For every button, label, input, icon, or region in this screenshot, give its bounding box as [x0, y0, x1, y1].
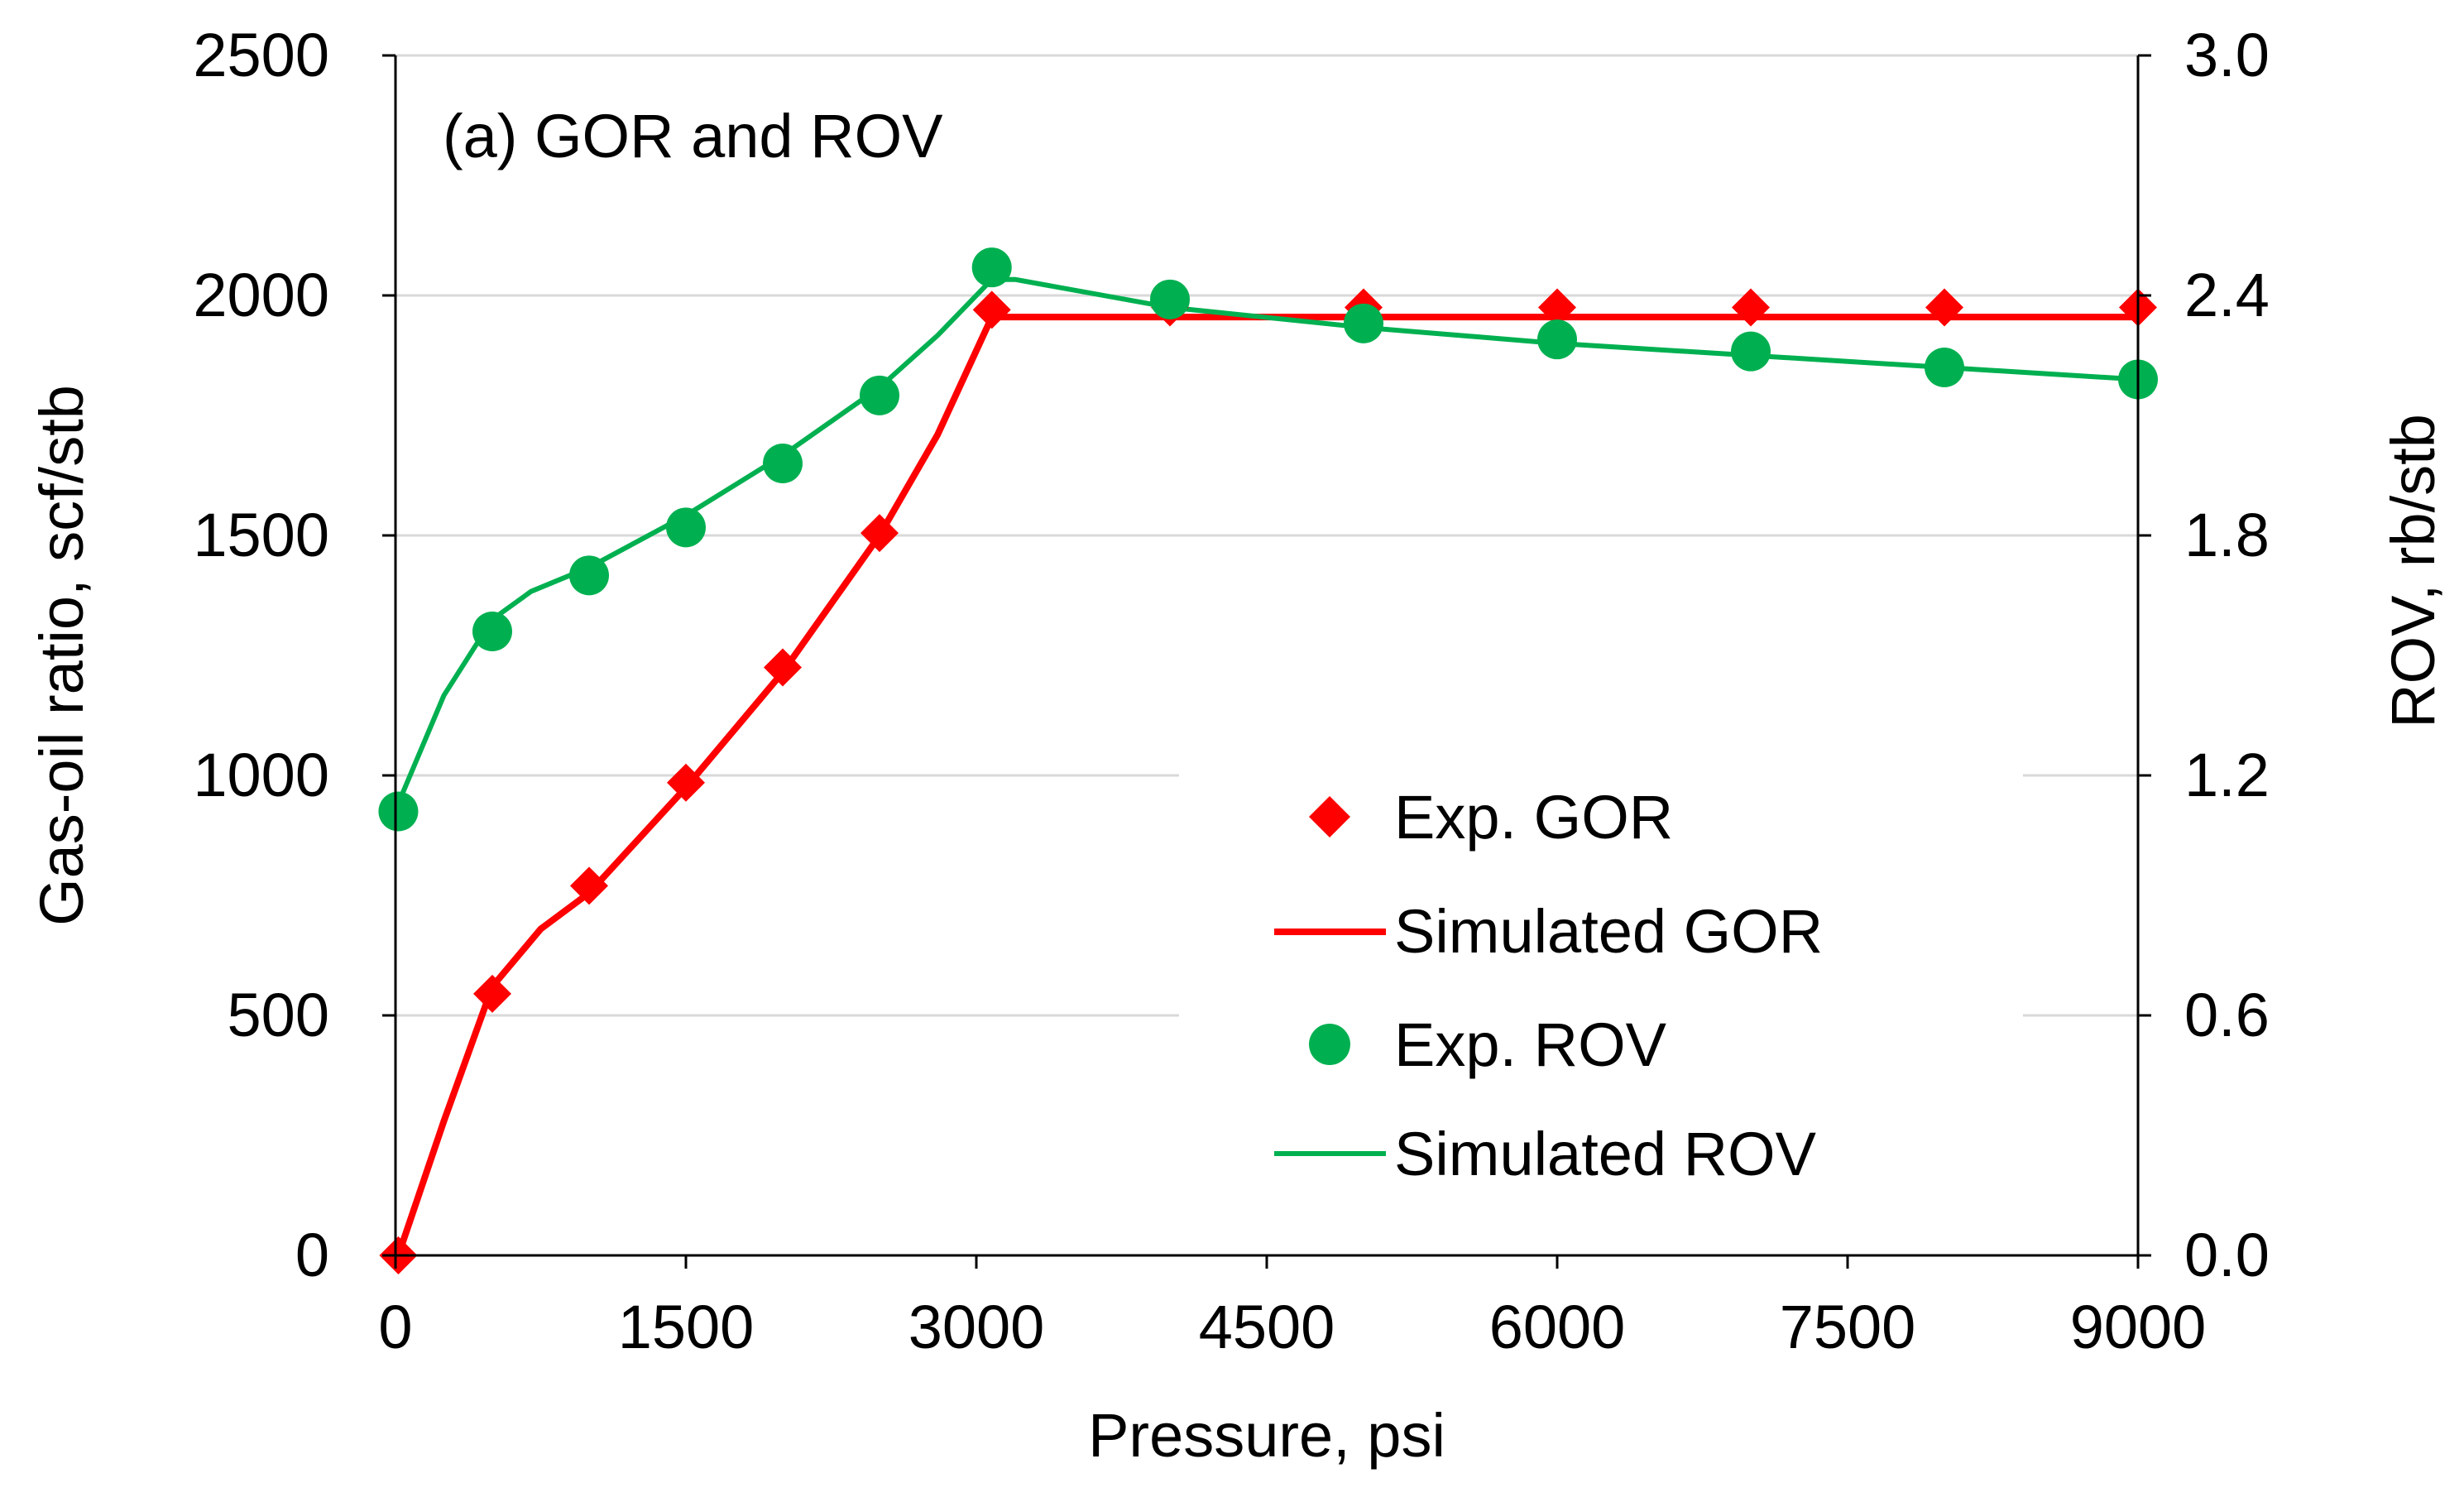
x-tick-label: 3000 [908, 1293, 1045, 1361]
legend-simulated-gor-label: Simulated GOR [1394, 897, 1823, 966]
exp-rov-point [1150, 279, 1190, 319]
legend: Exp. GOR Simulated GOR Exp. ROV Simulate… [1274, 783, 1823, 1188]
exp-gor-point [570, 866, 608, 905]
x-tick-label: 0 [378, 1293, 412, 1361]
exp-rov-point [1925, 348, 1964, 387]
y-tick-label: 2500 [193, 21, 329, 89]
y2-axis-label: ROV, rb/stb [2379, 414, 2447, 728]
y-axis-label: Gas-oil ratio, scf/stb [27, 385, 96, 926]
y2-tick-label: 0.6 [2184, 981, 2270, 1049]
y2-tick-label: 3.0 [2184, 21, 2270, 89]
x-tick-label: 7500 [1780, 1293, 1916, 1361]
legend-simulated-rov-label: Simulated ROV [1394, 1120, 1817, 1188]
legend-exp-rov-label: Exp. ROV [1394, 1010, 1667, 1079]
exp-rov-point [1344, 303, 1383, 343]
legend-exp-gor-label: Exp. GOR [1394, 783, 1673, 852]
exp-gor-point [972, 290, 1011, 329]
y-tick-label: 1000 [193, 741, 329, 809]
exp-rov-point [1731, 331, 1771, 372]
y2-tick-label: 2.4 [2184, 261, 2270, 329]
x-axis-label: Pressure, psi [1088, 1401, 1445, 1470]
series-markers [378, 247, 2158, 1274]
simulated-gor-line [395, 314, 2141, 1259]
y2-tick-label: 1.2 [2184, 741, 2270, 809]
series-lines [395, 276, 2141, 1259]
tick-labels: 0 500 1000 1500 2000 2500 0.0 0.6 1.2 1.8 2.4 3.0 0 1… [193, 21, 2270, 1361]
exp-gor-point [1538, 288, 1576, 327]
exp-rov-point [666, 507, 706, 548]
x-tick-label: 4500 [1199, 1293, 1335, 1361]
exp-gor-point [1925, 288, 1963, 327]
exp-rov-point [763, 444, 803, 483]
chart-title: (a) GOR and ROV [443, 102, 943, 170]
y-tick-label: 2000 [193, 261, 329, 329]
y-tick-label: 500 [228, 981, 329, 1049]
y-tick-label: 0 [295, 1221, 329, 1289]
legend-exp-rov-marker [1309, 1024, 1350, 1065]
y2-tick-label: 0.0 [2184, 1221, 2270, 1289]
exp-gor-point [860, 514, 899, 553]
tick-marks [382, 54, 2151, 1269]
exp-rov-point [472, 612, 512, 651]
y-tick-label: 1500 [193, 501, 329, 569]
exp-rov-point [569, 555, 609, 596]
x-tick-label: 6000 [1489, 1293, 1626, 1361]
simulated-rov-line [395, 276, 2140, 806]
y2-tick-label: 1.8 [2184, 501, 2270, 569]
x-tick-label: 1500 [618, 1293, 755, 1361]
exp-rov-point [860, 375, 899, 415]
exp-gor-point [473, 974, 511, 1013]
exp-rov-point [1537, 319, 1577, 360]
exp-gor-point [764, 648, 802, 687]
legend-exp-gor-marker [1309, 796, 1350, 837]
x-tick-label: 9000 [2070, 1293, 2207, 1361]
exp-rov-point [971, 247, 1012, 288]
exp-gor-point [1732, 288, 1770, 327]
exp-rov-point [378, 791, 419, 832]
exp-gor-point [667, 763, 705, 802]
